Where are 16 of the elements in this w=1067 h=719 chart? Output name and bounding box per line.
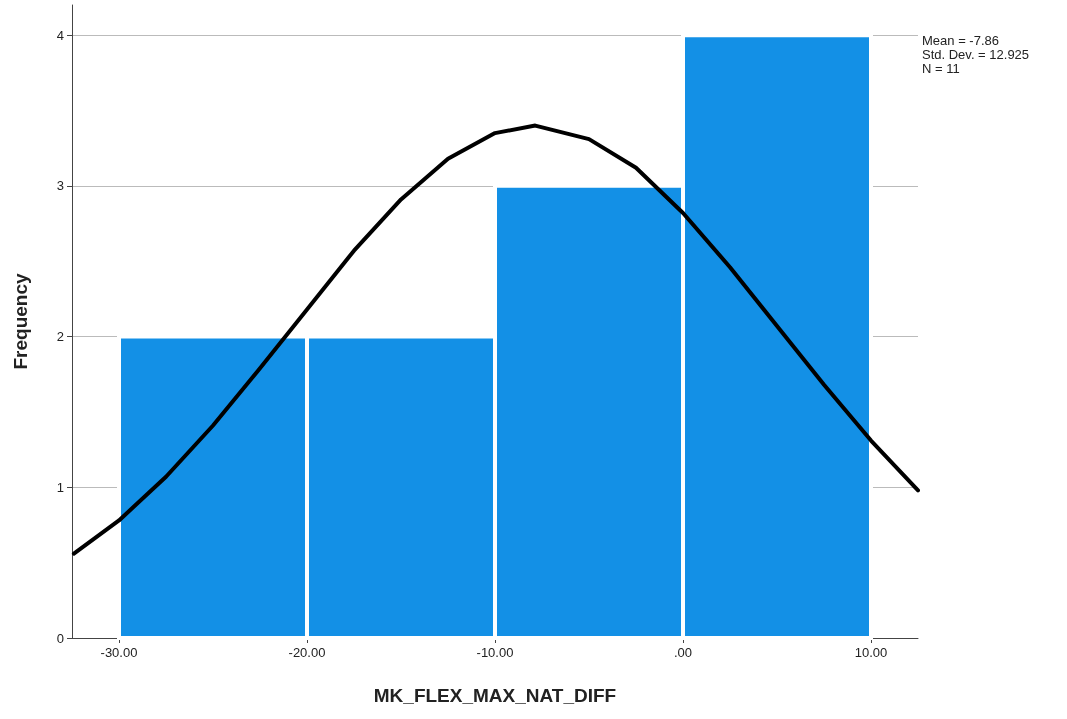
y-tick-label: 4	[56, 27, 64, 43]
x-tick-label: .00	[673, 645, 693, 660]
text: Std. Dev. = 12.925	[922, 47, 1030, 62]
x-tick-label: 10.00	[854, 645, 888, 660]
x-tick-label: -30.00	[100, 645, 138, 660]
text: N = 11	[922, 61, 960, 76]
y-tick-label: 2	[56, 329, 64, 345]
x-tick-label: -10.00	[476, 645, 514, 660]
text: Mean = -7.86	[922, 33, 999, 48]
line-series	[71, 123, 920, 556]
y-tick-label: 1	[56, 479, 64, 495]
y-tick-label: 0	[56, 630, 64, 646]
x-axis-title: MK_FLEX_MAX_NAT_DIFF	[373, 685, 617, 706]
y-tick-label: 3	[56, 178, 64, 194]
y-axis-title: Frequency	[10, 273, 31, 370]
x-tick-label: -20.00	[288, 645, 326, 660]
